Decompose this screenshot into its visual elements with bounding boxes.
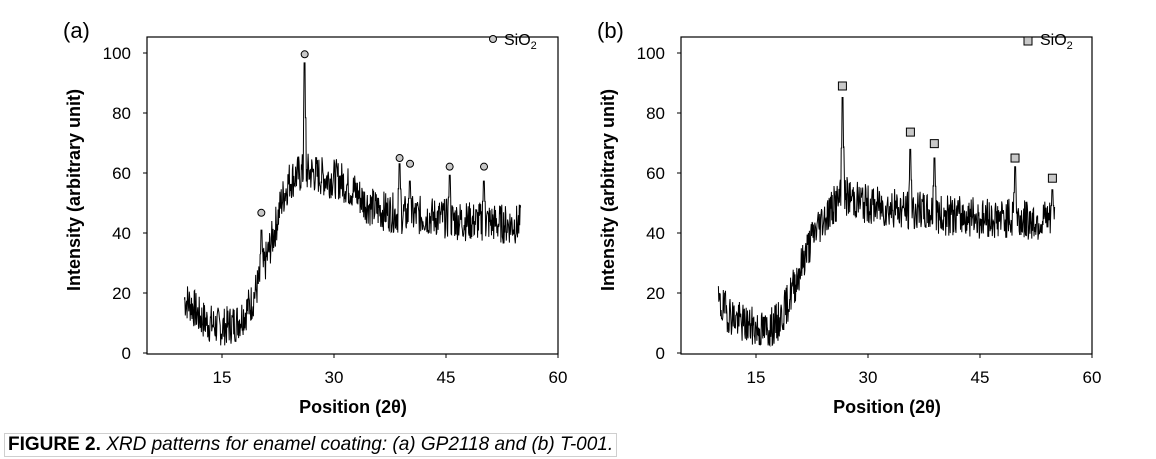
peak-markers <box>257 50 489 217</box>
peak-marker <box>1010 153 1020 163</box>
x-tick-label: 30 <box>325 368 344 387</box>
x-ticks <box>221 354 559 358</box>
x-axis-label: Position (2θ) <box>833 397 941 417</box>
y-tick-label: 80 <box>112 104 131 123</box>
x-ticks <box>755 354 1093 358</box>
y-tick-label: 80 <box>646 104 665 123</box>
peak-marker <box>406 159 415 168</box>
y-tick-label: 60 <box>112 164 131 183</box>
x-tick-labels: 15 30 45 60 <box>213 368 568 387</box>
caption-text: XRD patterns for enamel coating: (a) GP2… <box>106 434 614 455</box>
panel-label: (a) <box>63 18 90 43</box>
xrd-trace <box>183 62 522 346</box>
plot-frame <box>146 36 559 355</box>
x-tick-label: 60 <box>549 368 568 387</box>
x-tick-label: 60 <box>1083 368 1102 387</box>
peak-marker <box>837 81 847 91</box>
y-tick-labels: 0 20 40 60 80 100 <box>103 44 131 363</box>
peak-marker <box>905 127 915 137</box>
x-tick-labels: 15 30 45 60 <box>747 368 1102 387</box>
x-tick-label: 15 <box>747 368 766 387</box>
y-axis-label: Intensity (arbitrary unit) <box>598 89 618 291</box>
y-tick-label: 100 <box>637 44 665 63</box>
panel-a: (a) 0 20 40 60 80 100 15 30 45 60 Positi… <box>63 18 567 417</box>
legend: SiO2 <box>489 32 537 52</box>
legend-label: SiO2 <box>1040 32 1073 52</box>
y-tick-label: 0 <box>656 344 665 363</box>
peak-marker <box>929 139 939 149</box>
peak-marker <box>300 50 309 59</box>
panel-label: (b) <box>597 18 624 43</box>
x-tick-label: 30 <box>859 368 878 387</box>
x-axis-label: Position (2θ) <box>299 397 407 417</box>
plot-frame <box>680 36 1093 355</box>
caption-label: FIGURE 2. <box>8 434 101 455</box>
legend: SiO2 <box>1023 32 1073 52</box>
y-tick-labels: 0 20 40 60 80 100 <box>637 44 665 363</box>
peak-marker <box>257 208 266 217</box>
x-tick-label: 45 <box>971 368 990 387</box>
legend-marker-icon <box>489 35 497 43</box>
y-tick-label: 40 <box>112 224 131 243</box>
legend-marker-icon <box>1023 36 1033 46</box>
peak-marker <box>395 154 404 163</box>
y-ticks <box>677 52 681 354</box>
peak-markers <box>837 81 1057 183</box>
x-tick-label: 45 <box>437 368 456 387</box>
y-tick-label: 100 <box>103 44 131 63</box>
y-axis-label: Intensity (arbitrary unit) <box>64 89 84 291</box>
y-tick-label: 60 <box>646 164 665 183</box>
y-ticks <box>143 52 147 354</box>
peak-marker <box>1047 173 1057 183</box>
xrd-trace <box>717 97 1056 348</box>
legend-label: SiO2 <box>504 32 537 52</box>
y-tick-label: 0 <box>122 344 131 363</box>
y-tick-label: 20 <box>112 284 131 303</box>
peak-marker <box>445 162 454 171</box>
figure-caption: FIGURE 2. XRD patterns for enamel coatin… <box>4 433 618 457</box>
x-tick-label: 15 <box>213 368 232 387</box>
panel-b: (b) 0 20 40 60 80 100 15 30 45 60 Positi… <box>597 18 1101 417</box>
peak-marker <box>480 162 489 171</box>
y-tick-label: 40 <box>646 224 665 243</box>
y-tick-label: 20 <box>646 284 665 303</box>
